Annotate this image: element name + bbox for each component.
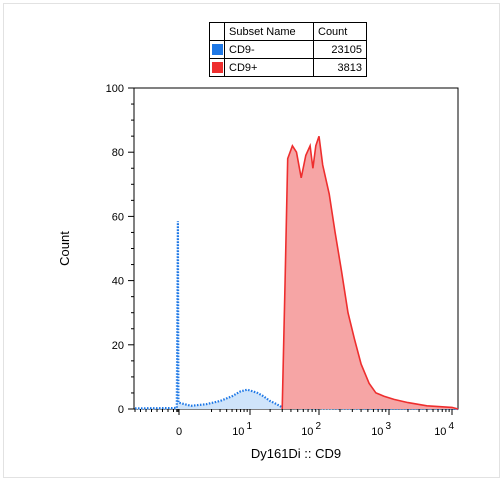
legend-count-cd9-neg: 23105: [313, 40, 367, 59]
y-tick-label: 100: [106, 83, 124, 95]
series-fill-cd9-: [282, 136, 458, 409]
legend-row-cd9-pos: CD9+ 3813: [209, 58, 367, 77]
x-tick-label: 10 4: [434, 421, 454, 438]
x-tick-label: 10 2: [301, 421, 321, 438]
x-tick-label: 10 1: [232, 421, 252, 438]
legend-swatch-cd9-neg: [211, 44, 223, 56]
x-tick-label: 10 3: [371, 421, 391, 438]
plot-frame: [3, 3, 500, 478]
y-tick-label: 60: [112, 211, 124, 223]
x-tick-label: 0: [176, 426, 182, 438]
y-tick-label: 20: [112, 340, 124, 352]
legend-swatch-cd9-pos: [211, 62, 223, 74]
legend-row-cd9-neg: CD9- 23105: [209, 40, 367, 59]
series-line-cd9-: [281, 135, 459, 410]
y-axis-title: Count: [57, 231, 72, 266]
legend-table: Subset Name Count CD9- 23105 CD9+ 3813: [209, 22, 367, 77]
legend-count-cd9-pos: 3813: [313, 58, 367, 77]
legend-header-count: Count: [313, 22, 367, 41]
x-axis-title: Dy161Di :: CD9: [251, 446, 341, 461]
y-tick-label: 40: [112, 276, 124, 288]
y-tick-label: 0: [118, 404, 124, 416]
y-tick-label: 80: [112, 147, 124, 159]
